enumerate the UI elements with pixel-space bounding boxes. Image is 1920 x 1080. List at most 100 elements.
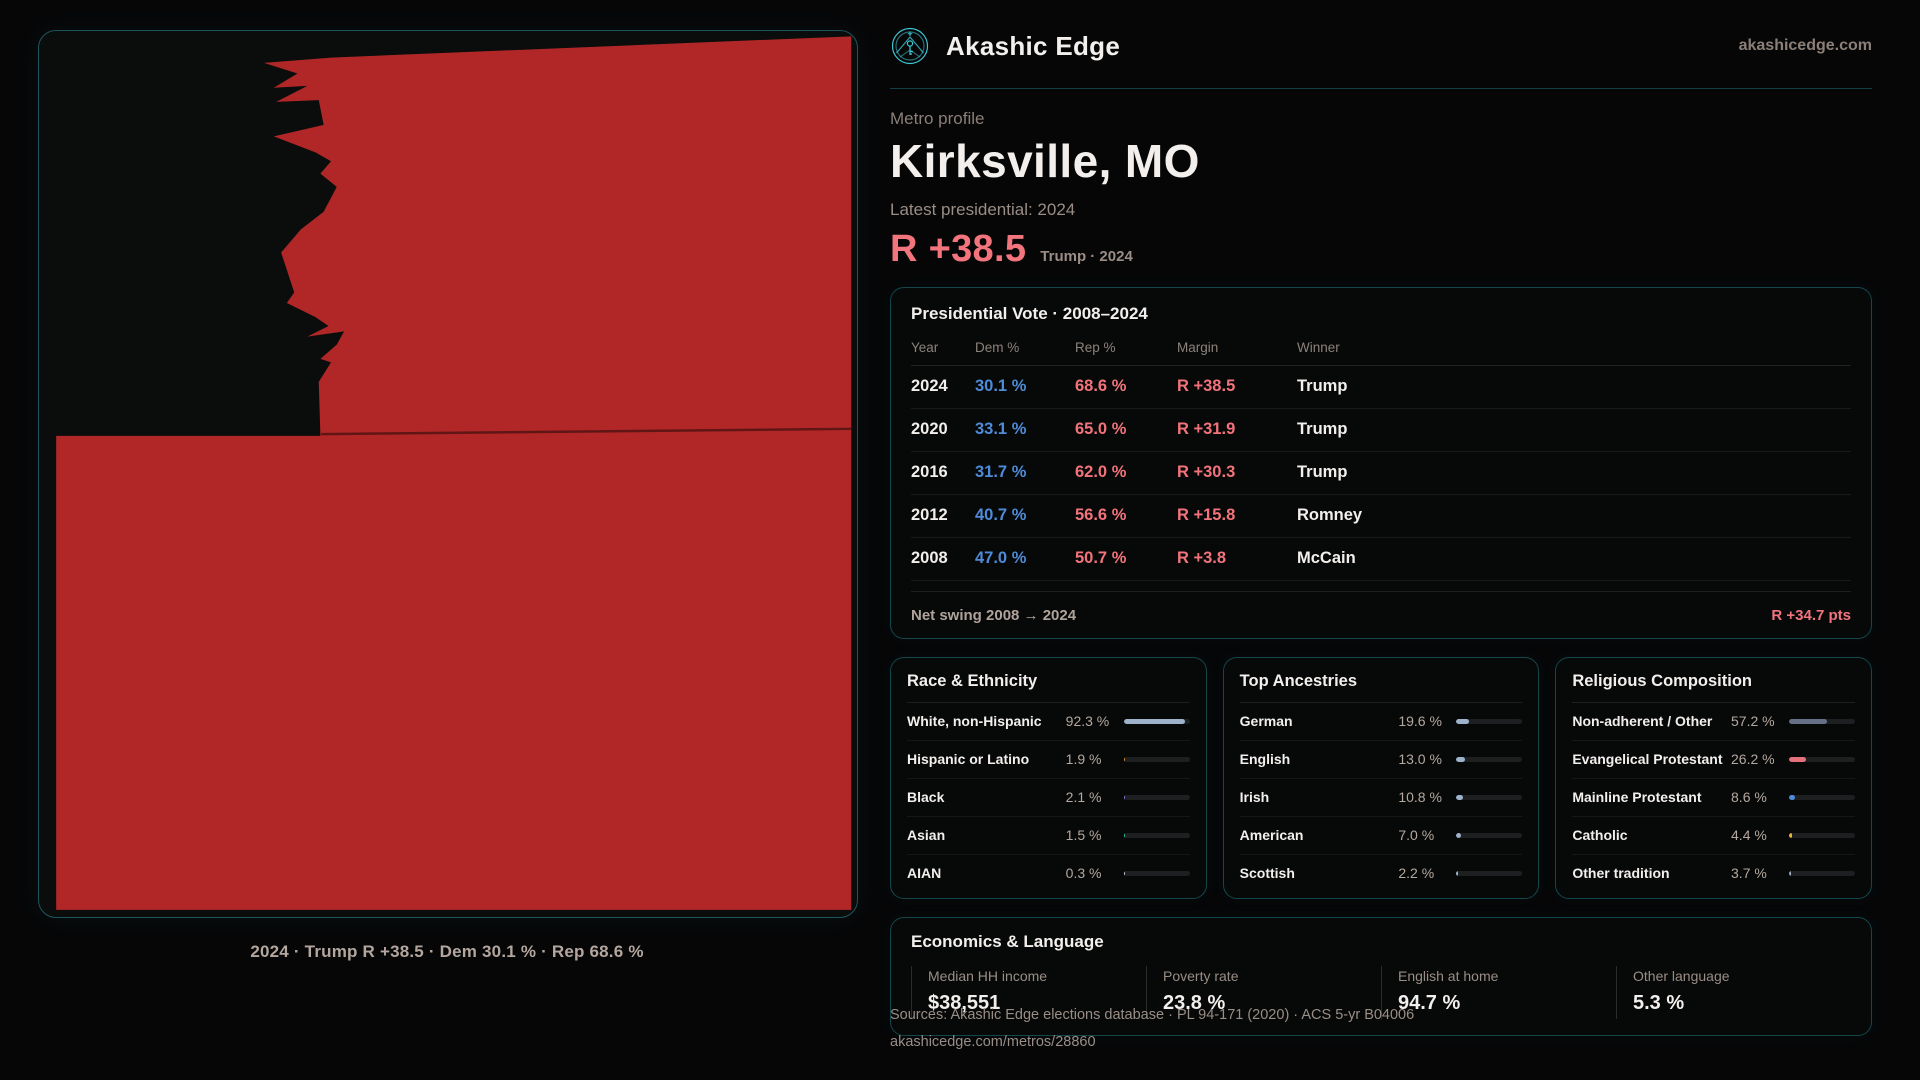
bar-track [1456,832,1523,838]
bar-track [1123,718,1190,724]
profile-kicker: Metro profile [890,109,985,128]
demographic-panels: Race & Ethnicity White, non-Hispanic 92.3 … [890,656,1873,899]
bar-fill [1456,832,1461,838]
stat-value: 3.7 % [1731,865,1767,882]
bar-track [1789,832,1856,838]
stat-label: Mainline Protestant [1572,788,1702,805]
year-cell: 2012 [911,506,948,525]
economic-stat-value: 23.8 % [1163,991,1226,1014]
stat-value: 7.0 % [1398,827,1435,844]
stat-label: White, non-Hispanic [907,712,1042,729]
economic-stat-label: Median HH income [928,967,1048,984]
stat-value: 26.2 % [1731,751,1775,768]
bar-track [1456,756,1523,762]
bar-fill [1123,794,1126,800]
stat-label: German [1239,712,1293,729]
winner-cell: Trump [1297,420,1348,439]
dem-cell: 30.1 % [975,377,1027,396]
economic-stat-label: Poverty rate [1163,967,1239,984]
stat-bar-row: Hispanic or Latino 1.9 % [907,741,1190,779]
brand-logo-icon [890,26,930,66]
stat-label: Other tradition [1572,864,1670,881]
panel-top-ancestries: Top Ancestries German 19.6 % English 13.0 % I… [1222,656,1540,899]
metro-url-link[interactable]: akashicedge.com/metros/28860 [890,1034,1096,1050]
economic-stat-value: 94.7 % [1398,991,1461,1014]
county-map-panel [38,30,858,918]
panel-title: Top Ancestries [1239,672,1523,703]
stat-bar-row: Irish 10.8 % [1239,779,1523,817]
stat-value: 2.1 % [1065,789,1102,806]
stat-label: English [1239,750,1291,767]
stat-value: 1.9 % [1065,751,1102,768]
bar-fill [1456,718,1470,724]
stat-bar-row: Scottish 2.2 % [1240,855,1523,892]
winner-cell: Trump [1297,463,1348,482]
economics-title: Economics & Language [911,931,1104,951]
dem-cell: 40.7 % [975,506,1027,525]
latest-presidential-label: Latest presidential: 2024 [890,199,1076,219]
economic-stat: English at home 94.7 % [1381,965,1616,1019]
stat-label: Irish [1239,788,1270,805]
table-row: 2024 30.1 % 68.6 % R +38.5 Trump [911,366,1851,409]
bar-fill [1123,756,1125,762]
stat-label: Evangelical Protestant [1572,750,1723,767]
headline-margin-row: R +38.5 Trump · 2024 [890,228,1872,271]
stat-bar-row: Evangelical Protestant 26.2 % [1572,741,1856,779]
stat-bar-row: Other tradition 3.7 % [1572,855,1856,892]
table-row: 2012 40.7 % 56.6 % R +15.8 Romney [911,495,1851,538]
economics-panel: Economics & Language Median HH income $38… [890,916,1872,1036]
winner-cell: Trump [1297,377,1348,396]
bar-fill [1789,870,1792,876]
stat-bar-row: White, non-Hispanic 92.3 % [907,703,1190,741]
bar-fill [1123,870,1125,876]
dem-cell: 47.0 % [975,549,1027,568]
table-row: 2016 31.7 % 62.0 % R +30.3 Trump [911,452,1851,495]
bar-track [1123,756,1190,762]
column-header: Year [911,339,939,355]
margin-cell: R +15.8 [1177,506,1236,525]
net-swing-label: Net swing 2008 → 2024 [911,606,1077,624]
stat-value: 57.2 % [1731,713,1775,730]
year-cell: 2024 [911,377,948,396]
winner-cell: Romney [1297,506,1363,525]
stat-value: 0.3 % [1065,865,1102,882]
year-cell: 2008 [911,549,948,568]
winner-cell: McCain [1297,549,1356,568]
bar-track [1456,794,1523,800]
stat-bar-row: AIAN 0.3 % [907,855,1190,892]
table-row: 2008 47.0 % 50.7 % R +3.8 McCain [911,538,1851,581]
stat-value: 92.3 % [1065,713,1110,730]
stat-value: 13.0 % [1398,751,1442,768]
stat-bar-row: Asian 1.5 % [907,817,1190,855]
bar-fill [1789,832,1792,838]
headline-margin-note: Trump · 2024 [1040,247,1133,265]
net-swing-value: R +34.7 pts [1771,606,1851,624]
dem-cell: 33.1 % [975,420,1027,439]
stat-bar-row: Black 2.1 % [907,779,1190,817]
rep-cell: 62.0 % [1075,463,1127,482]
column-header: Dem % [975,339,1020,355]
stat-bar-row: German 19.6 % [1239,703,1523,741]
bar-track [1789,718,1856,724]
economic-stat-value: 5.3 % [1633,991,1685,1014]
economic-stat-value: $38,551 [928,991,1001,1014]
bar-fill [1123,832,1125,838]
stat-bar-row: Catholic 4.4 % [1572,817,1856,855]
bar-fill [1456,794,1464,800]
bar-track [1789,870,1856,876]
profile-column: Akashic Edge akashicedge.com Metro profi… [890,24,1873,1036]
economic-stat: Poverty rate 23.8 % [1146,965,1381,1019]
rep-cell: 50.7 % [1075,549,1127,568]
bar-fill [1789,756,1807,762]
stat-label: Scottish [1239,864,1295,881]
stat-label: American [1239,826,1304,843]
page-title: Kirksville, MO [890,135,1200,187]
brand: Akashic Edge [890,26,1120,66]
vote-table-panel: Presidential Vote · 2008–2024 Year Dem % R… [890,286,1872,639]
bar-fill [1456,756,1465,762]
sources-footer: Sources: Akashic Edge elections database… [890,1002,1414,1056]
economics-stats-row: Median HH income $38,551 Poverty rate 23.8 … [911,965,1851,1019]
site-domain-link[interactable]: akashicedge.com [1738,37,1872,54]
stat-bar-row: American 7.0 % [1239,817,1523,855]
panel-title: Race & Ethnicity [907,672,1190,703]
